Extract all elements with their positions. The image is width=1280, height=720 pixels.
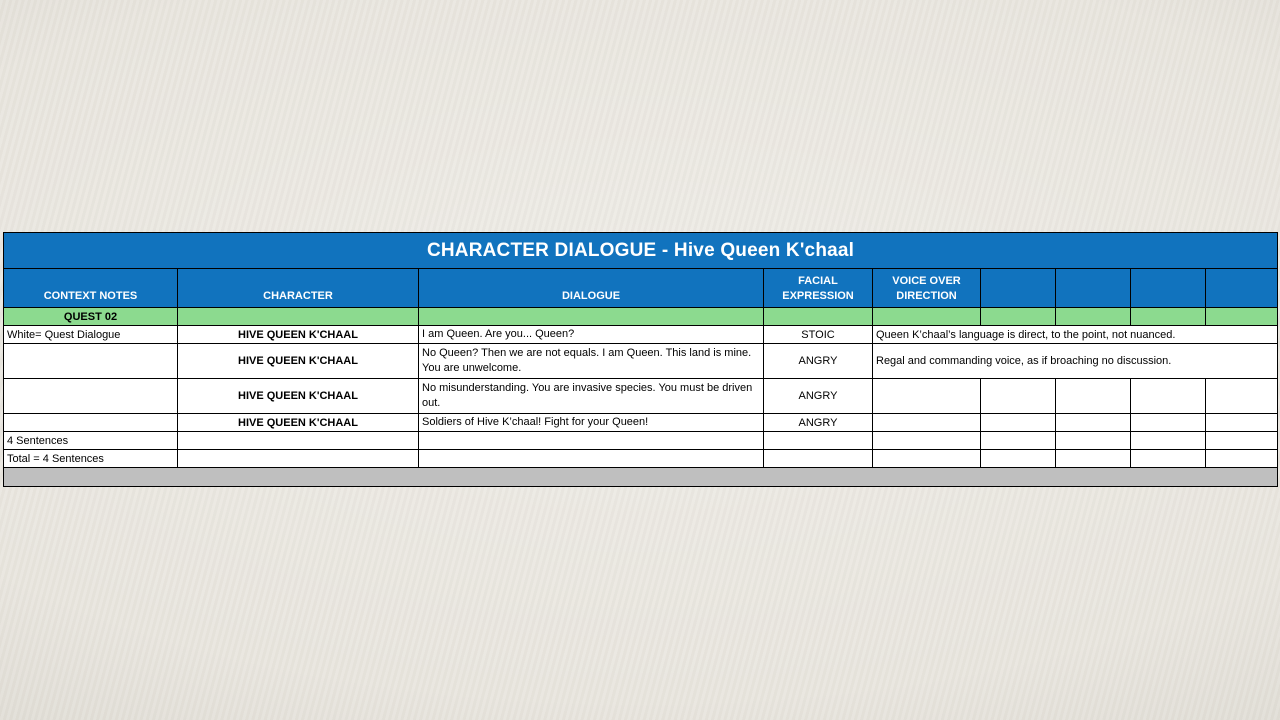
empty-cell <box>980 378 1056 414</box>
col-header-voice-over-direction: VOICE OVER DIRECTION <box>872 268 981 308</box>
col-header-character: CHARACTER <box>177 268 419 308</box>
empty-cell <box>418 431 764 450</box>
voice-over-cell: Regal and commanding voice, as if broach… <box>871 343 1279 379</box>
facial-expression-cell: ANGRY <box>763 378 873 414</box>
empty-cell <box>1055 431 1131 450</box>
dialogue-cell: No Queen? Then we are not equals. I am Q… <box>418 343 764 379</box>
dialogue-cell: Soldiers of Hive K’chaal! Fight for your… <box>418 413 764 432</box>
empty-cell <box>1130 307 1206 326</box>
dialogue-row: HIVE QUEEN K'CHAAL No misunderstanding. … <box>3 378 1279 414</box>
empty-cell <box>872 307 981 326</box>
empty-cell <box>177 449 419 468</box>
dialogue-row: HIVE QUEEN K'CHAAL Soldiers of Hive K’ch… <box>3 413 1279 432</box>
context-cell <box>3 378 178 414</box>
facial-expression-cell: ANGRY <box>763 413 873 432</box>
voice-over-cell <box>872 378 981 414</box>
empty-cell <box>1204 378 1279 414</box>
empty-cell <box>418 307 764 326</box>
voice-over-cell <box>872 413 981 432</box>
empty-cell <box>763 307 873 326</box>
facial-expression-cell: ANGRY <box>763 343 873 379</box>
quest-label: QUEST 02 <box>3 307 178 326</box>
col-header-empty <box>1055 268 1131 308</box>
empty-cell <box>1130 431 1206 450</box>
table-title: CHARACTER DIALOGUE - Hive Queen K'chaal <box>2 232 1279 269</box>
character-cell: HIVE QUEEN K'CHAAL <box>177 378 419 414</box>
context-cell <box>3 413 178 432</box>
empty-cell <box>1055 413 1131 432</box>
dialogue-sheet: CHARACTER DIALOGUE - Hive Queen K'chaal … <box>2 232 1279 487</box>
context-cell: White= Quest Dialogue <box>3 325 178 344</box>
empty-cell <box>1130 413 1206 432</box>
empty-cell <box>177 431 419 450</box>
empty-cell <box>1204 431 1279 450</box>
dialogue-cell: No misunderstanding. You are invasive sp… <box>418 378 764 414</box>
dialogue-row: HIVE QUEEN K'CHAAL No Queen? Then we are… <box>3 343 1279 379</box>
col-header-empty <box>1130 268 1206 308</box>
empty-cell <box>1130 449 1206 468</box>
empty-cell <box>1204 307 1279 326</box>
character-cell: HIVE QUEEN K'CHAAL <box>177 325 419 344</box>
dialogue-row: White= Quest Dialogue HIVE QUEEN K'CHAAL… <box>3 325 1279 344</box>
col-header-facial-expression: FACIAL EXPRESSION <box>763 268 873 308</box>
sentence-count-cell: 4 Sentences <box>3 431 178 450</box>
empty-cell <box>1055 307 1131 326</box>
empty-cell <box>1204 449 1279 468</box>
empty-cell <box>980 431 1056 450</box>
context-cell <box>3 343 178 379</box>
empty-cell <box>1204 413 1279 432</box>
empty-cell <box>872 449 981 468</box>
col-header-context-notes: CONTEXT NOTES <box>3 268 178 308</box>
empty-cell <box>980 449 1056 468</box>
summary-total-row: Total = 4 Sentences <box>3 449 1279 468</box>
character-cell: HIVE QUEEN K'CHAAL <box>177 343 419 379</box>
table-header-row: CONTEXT NOTES CHARACTER DIALOGUE FACIAL … <box>3 268 1279 308</box>
empty-cell <box>980 307 1056 326</box>
empty-cell <box>872 431 981 450</box>
total-sentences-cell: Total = 4 Sentences <box>3 449 178 468</box>
col-header-dialogue: DIALOGUE <box>418 268 764 308</box>
character-cell: HIVE QUEEN K'CHAAL <box>177 413 419 432</box>
empty-cell <box>763 431 873 450</box>
quest-banner-row: QUEST 02 <box>3 307 1279 326</box>
empty-cell <box>418 449 764 468</box>
dialogue-cell: I am Queen. Are you... Queen? <box>418 325 764 344</box>
summary-row: 4 Sentences <box>3 431 1279 450</box>
empty-cell <box>1130 378 1206 414</box>
empty-cell <box>1055 378 1131 414</box>
col-header-empty <box>980 268 1056 308</box>
empty-cell <box>1055 449 1131 468</box>
character-dialogue-table: CHARACTER DIALOGUE - Hive Queen K'chaal … <box>2 232 1279 487</box>
empty-cell <box>177 307 419 326</box>
empty-cell <box>980 413 1056 432</box>
empty-cell <box>763 449 873 468</box>
voice-over-cell: Queen K’chaal’s language is direct, to t… <box>871 325 1279 344</box>
table-title-row: CHARACTER DIALOGUE - Hive Queen K'chaal <box>2 232 1279 269</box>
facial-expression-cell: STOIC <box>763 325 873 344</box>
col-header-empty <box>1204 268 1279 308</box>
footer-band <box>2 467 1279 487</box>
footer-band-row <box>2 467 1279 487</box>
